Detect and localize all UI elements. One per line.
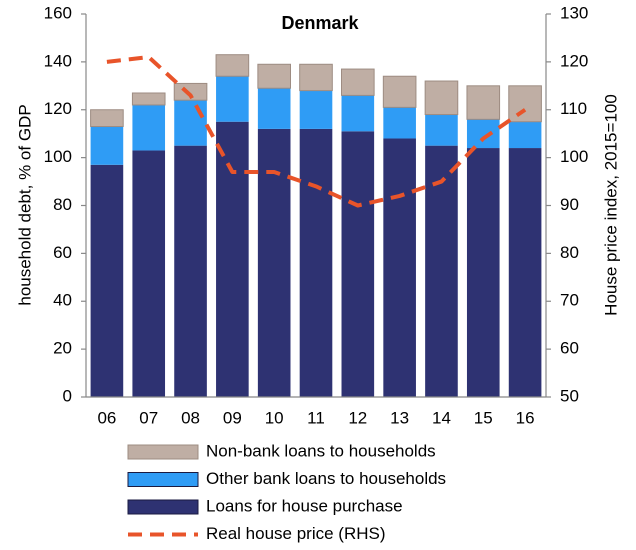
bar-segment: [382, 75, 417, 108]
y-tick-label: 100: [44, 147, 72, 166]
bar-segment: [383, 107, 416, 139]
y2-tick-label: 60: [560, 339, 579, 358]
x-tick-label: 06: [97, 408, 116, 427]
bar-segment: [383, 138, 416, 397]
bar-segment: [508, 121, 542, 149]
bar-segment: [341, 68, 375, 96]
bar-segment: [425, 145, 458, 397]
y-tick-label: 20: [53, 339, 72, 358]
y-tick-label: 60: [53, 243, 72, 262]
legend-swatch: [127, 444, 199, 460]
y-tick-label: 140: [44, 51, 72, 70]
bar-segment: [174, 100, 207, 146]
bar-segment: [90, 109, 124, 128]
y2-tick-label: 80: [560, 243, 579, 262]
bar-segment: [508, 148, 542, 397]
x-tick-label: 07: [139, 408, 158, 427]
y-tick-label: 160: [44, 3, 72, 22]
bar-segment: [466, 85, 501, 120]
bar-segment: [466, 148, 500, 397]
legend-label: Loans for house purchase: [206, 496, 403, 515]
x-tick-label: 10: [265, 408, 284, 427]
x-tick-label: 08: [181, 408, 200, 427]
y-tick-label: 120: [44, 99, 72, 118]
x-tick-label: 09: [223, 408, 242, 427]
bar-segment: [257, 63, 291, 89]
x-tick-label: 13: [390, 408, 409, 427]
y-axis-label: household debt, % of GDP: [15, 104, 34, 305]
bar-segment: [90, 164, 124, 397]
bar-segment: [215, 54, 250, 77]
bar-segment: [257, 128, 291, 397]
y2-tick-label: 100: [560, 147, 588, 166]
legend-swatch: [127, 472, 199, 487]
bar-segment: [216, 76, 249, 122]
y2-tick-label: 90: [560, 195, 579, 214]
x-tick-label: 15: [474, 408, 493, 427]
y2-tick-label: 130: [560, 3, 588, 22]
bar-segment: [132, 150, 166, 397]
bar-segment: [508, 85, 542, 123]
bar-segment: [466, 119, 500, 149]
x-tick-label: 12: [348, 408, 367, 427]
bar-segment: [341, 131, 375, 397]
y2-tick-label: 110: [560, 99, 587, 118]
bar-segment: [216, 121, 249, 397]
bar-segment: [299, 63, 333, 92]
y2-tick-label: 50: [560, 386, 579, 405]
x-tick-label: 14: [432, 408, 451, 427]
y-tick-label: 0: [63, 386, 72, 405]
bar-segment: [424, 80, 459, 116]
bar-segment: [425, 114, 458, 146]
bar-segment: [174, 145, 207, 397]
chart-title: Denmark: [281, 13, 359, 33]
legend-swatch: [127, 499, 199, 515]
y2-tick-label: 120: [560, 51, 588, 70]
bar-segment: [131, 92, 166, 106]
y2-axis-label: House price index, 2015=100: [601, 94, 620, 316]
x-tick-label: 11: [307, 408, 325, 427]
legend-label: Non-bank loans to households: [206, 441, 436, 460]
bar-segment: [257, 88, 291, 129]
bar-segment: [299, 128, 333, 397]
x-tick-label: 16: [516, 408, 535, 427]
bar-segment: [90, 126, 124, 165]
legend-label: Real house price (RHS): [206, 524, 386, 543]
y-tick-label: 80: [53, 195, 72, 214]
bar-segment: [173, 82, 208, 101]
y-tick-label: 40: [53, 291, 72, 310]
bar-segment: [132, 104, 166, 151]
line: [106, 55, 527, 208]
bar-segment: [299, 90, 333, 129]
bar-segment: [341, 95, 375, 132]
y2-tick-label: 70: [560, 291, 579, 310]
legend-label: Other bank loans to households: [206, 469, 446, 488]
